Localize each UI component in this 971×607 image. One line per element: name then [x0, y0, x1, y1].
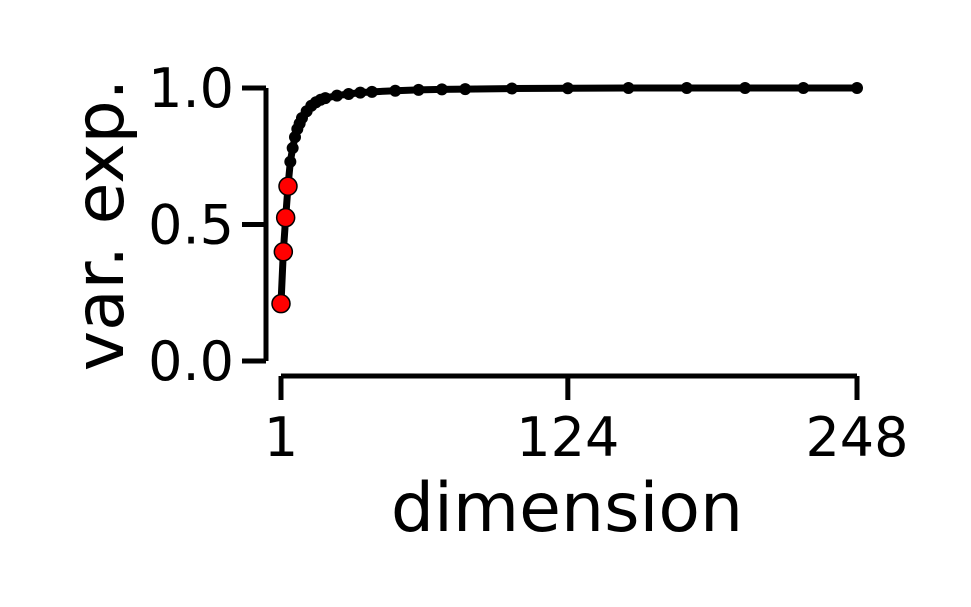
data-point: [680, 82, 693, 94]
x-tick-label: 1: [264, 406, 298, 469]
highlight-point: [271, 293, 291, 314]
series-line: [277, 84, 861, 308]
y-tick-label: 0.5: [148, 194, 234, 257]
data-point: [505, 82, 518, 95]
data-point: [319, 92, 332, 105]
data-point: [354, 86, 367, 99]
series-layer: [275, 82, 863, 310]
x-axis-label: dimension: [391, 469, 743, 548]
data-point: [622, 82, 635, 94]
y-axis: 0.0 0.5 1.0: [148, 57, 269, 393]
x-tick-label: 248: [805, 406, 908, 469]
y-axis-label: var. exp.: [61, 79, 140, 372]
data-point: [412, 83, 425, 96]
data-point: [851, 82, 863, 94]
data-point: [561, 82, 574, 95]
data-point: [797, 82, 810, 94]
x-tick-label: 124: [516, 406, 619, 469]
y-tick-label: 0.0: [148, 330, 234, 393]
highlight-point: [275, 207, 296, 228]
data-point: [389, 84, 402, 97]
data-point: [435, 83, 448, 96]
data-point: [739, 82, 752, 94]
data-point: [286, 142, 299, 155]
data-point: [284, 155, 297, 168]
highlight-point: [278, 176, 298, 197]
data-point: [365, 85, 378, 98]
highlight-points: [271, 176, 298, 314]
y-tick-label: 1.0: [148, 57, 234, 120]
data-point: [459, 83, 472, 96]
x-axis: 1 124 248: [264, 373, 909, 469]
data-point: [330, 89, 343, 102]
highlight-point: [273, 242, 294, 262]
data-point: [342, 88, 355, 101]
